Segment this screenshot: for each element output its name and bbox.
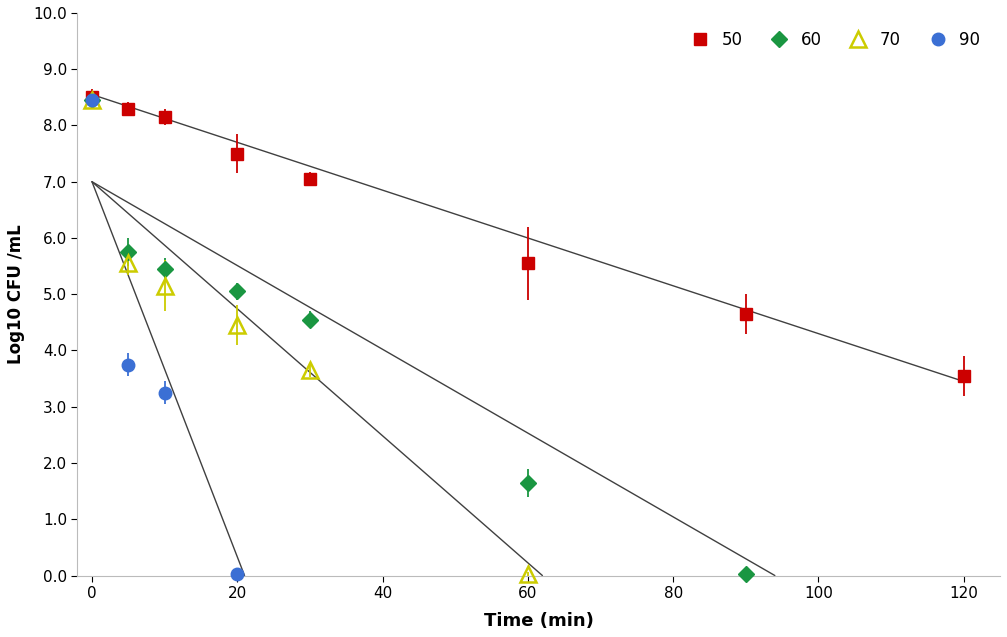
Legend: 50, 60, 70, 90: 50, 60, 70, 90 (677, 24, 987, 55)
Y-axis label: Log10 CFU /mL: Log10 CFU /mL (7, 224, 25, 364)
X-axis label: Time (min): Time (min) (483, 612, 594, 630)
